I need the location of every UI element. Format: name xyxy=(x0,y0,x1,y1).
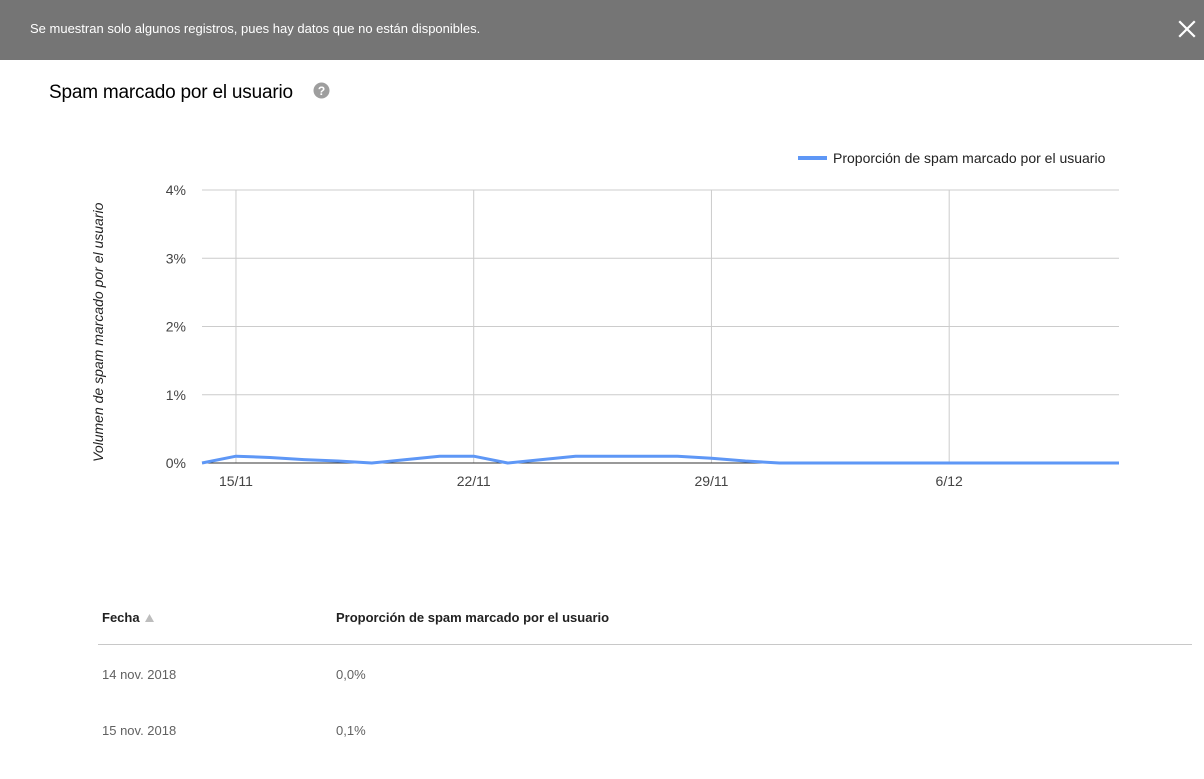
spam-chart-svg: 0% 1% 2% 3% 4% 15/11 22/11 29/11 6/12 Proporción… xyxy=(90,150,1119,489)
x-tick-label: 29/11 xyxy=(694,473,728,489)
cell-date: 14 nov. 2018 xyxy=(102,667,177,682)
y-tick-label: 0% xyxy=(166,455,186,471)
x-tick-label: 22/11 xyxy=(457,473,491,489)
chart-legend: Proporción de spam marcado por el usuari… xyxy=(798,150,1106,166)
series-line xyxy=(201,454,1119,465)
y-tick-label: 3% xyxy=(166,250,186,266)
notification-banner: Se muestran solo algunos registros, pues… xyxy=(0,0,1204,60)
legend-label: Proporción de spam marcado por el usuari… xyxy=(833,150,1106,166)
column-header-date-label: Fecha xyxy=(102,610,140,625)
spam-chart: 0% 1% 2% 3% 4% 15/11 22/11 29/11 6/12 Proporción… xyxy=(0,120,1204,545)
y-tick-label: 4% xyxy=(166,182,186,198)
y-axis-label: Volumen de spam marcado por el usuario xyxy=(90,202,106,462)
cell-ratio: 0,1% xyxy=(336,723,366,738)
column-header-date[interactable]: Fecha xyxy=(102,610,154,625)
help-circle-icon[interactable]: ? xyxy=(313,82,330,99)
column-header-ratio[interactable]: Proporción de spam marcado por el usuari… xyxy=(336,610,610,625)
table-header-divider xyxy=(98,644,1192,645)
cell-ratio: 0,0% xyxy=(336,667,366,682)
page-title: Spam marcado por el usuario xyxy=(49,82,293,103)
cell-date: 15 nov. 2018 xyxy=(102,723,177,738)
y-tick-label: 2% xyxy=(166,319,186,335)
chart-grid xyxy=(202,189,1119,463)
chart-axes: 0% 1% 2% 3% 4% 15/11 22/11 29/11 6/12 xyxy=(166,182,1119,489)
table-row: 15 nov. 2018 0,1% xyxy=(98,723,1192,779)
sort-ascending-icon xyxy=(144,610,154,622)
svg-text:?: ? xyxy=(318,84,325,98)
x-tick-label: 15/11 xyxy=(219,473,253,489)
banner-message: Se muestran solo algunos registros, pues… xyxy=(30,21,481,36)
y-tick-label: 1% xyxy=(166,387,186,403)
chart-series xyxy=(201,454,1119,465)
close-icon[interactable] xyxy=(1174,16,1200,42)
x-tick-label: 6/12 xyxy=(936,473,963,489)
table-row: 14 nov. 2018 0,0% xyxy=(98,667,1192,723)
